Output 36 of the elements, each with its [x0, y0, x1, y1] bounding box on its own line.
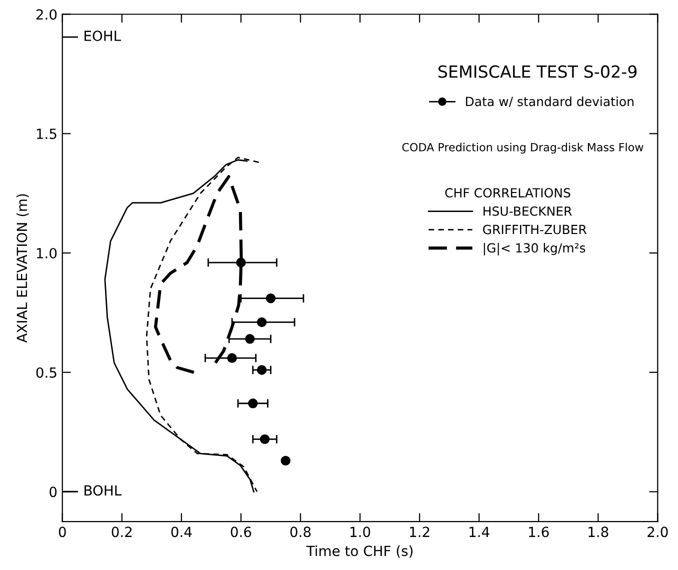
x-tick-label: 0.6: [230, 526, 252, 538]
x-tick-label: 0.4: [171, 526, 192, 538]
legend-label: |G|< 130 kg/m²s: [484, 242, 586, 256]
y-axis-title: AXIAL ELEVATION (m): [16, 194, 29, 343]
y-tick-label: 0.5: [36, 367, 56, 378]
point: [280, 456, 290, 466]
y-tick-label: 1.0: [36, 248, 57, 258]
x-tick-label: 1.8: [588, 526, 608, 538]
point: [260, 434, 270, 444]
annotation: BOHL: [84, 485, 122, 496]
legend-title: CHF CORRELATIONS: [445, 188, 570, 198]
text: SEMISCALE TEST S-02-9: [438, 65, 637, 78]
x-tick-label: 1.0: [350, 526, 370, 538]
x-tick-label: 0.8: [290, 526, 311, 538]
point: [256, 365, 267, 375]
x-tick-label: 1.4: [470, 526, 490, 537]
x-tick-label: 2.0: [648, 526, 668, 538]
annotation: CODA Prediction using Drag-disk Mass Flow: [402, 142, 644, 154]
point: [245, 334, 255, 344]
y-tick-label: 2.0: [36, 9, 57, 20]
legend-label: HSU-BECKNER: [484, 206, 572, 216]
x-tick-label: 1.6: [529, 526, 549, 538]
x-tick-label: 0: [58, 526, 66, 538]
annotation: EOHL: [84, 30, 122, 42]
legend-label: GRIFFITH-ZUBER: [483, 224, 587, 234]
point: [248, 398, 258, 408]
point: [256, 317, 267, 328]
y-tick-label: 0: [50, 486, 57, 498]
x-tick-label: 1.2: [410, 526, 430, 537]
point: [236, 258, 246, 268]
point: [266, 293, 276, 304]
legend-label: Data w/ standard deviation: [466, 96, 634, 108]
x-tick-label: 0.2: [112, 526, 132, 538]
point: [227, 353, 237, 363]
x-axis-title: Time to CHF (s): [306, 545, 413, 558]
y-tick-label: 1.5: [36, 128, 56, 140]
